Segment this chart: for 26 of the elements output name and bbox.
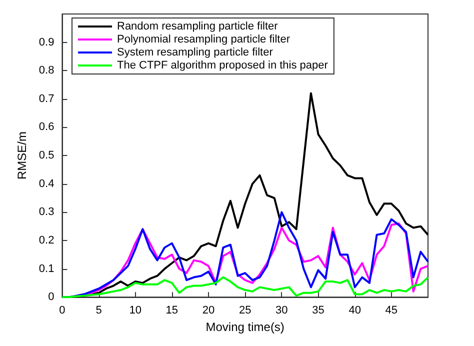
x-tick-label: 10 — [129, 304, 142, 317]
x-tick-label: 5 — [96, 304, 102, 317]
y-tick-label: 0.8 — [38, 64, 54, 77]
y-tick-label: 0.3 — [38, 206, 54, 218]
legend-label: The CTPF algorithm proposed in this paper — [117, 60, 328, 72]
x-tick-label: 25 — [238, 304, 252, 317]
x-tick-label: 20 — [202, 304, 215, 317]
y-tick-label: 0.4 — [38, 178, 54, 190]
legend-label: Polynomial resampling particle filter — [117, 34, 290, 46]
y-tick-label: 0.9 — [38, 36, 54, 48]
x-axis-title: Moving time(s) — [206, 320, 284, 334]
x-tick-label: 15 — [166, 304, 178, 317]
x-tick-label: 40 — [348, 304, 361, 317]
y-axis-title: RMSE/m — [15, 132, 29, 180]
y-tick-label: 0 — [48, 291, 54, 304]
y-tick-label: 0.7 — [38, 92, 54, 105]
y-tick-label: 0.1 — [38, 262, 54, 275]
legend-label: Random resampling particle filter — [117, 20, 278, 32]
x-tick-label: 0 — [59, 304, 66, 317]
y-tick-label: 0.6 — [38, 121, 54, 134]
x-tick-label: 35 — [312, 304, 324, 317]
y-tick-label: 0.5 — [38, 150, 54, 162]
legend-label: System resampling particle filter — [117, 46, 274, 58]
x-tick-label: 30 — [276, 304, 288, 317]
y-tick-label: 0.2 — [38, 234, 54, 246]
x-tick-label: 45 — [385, 304, 398, 317]
